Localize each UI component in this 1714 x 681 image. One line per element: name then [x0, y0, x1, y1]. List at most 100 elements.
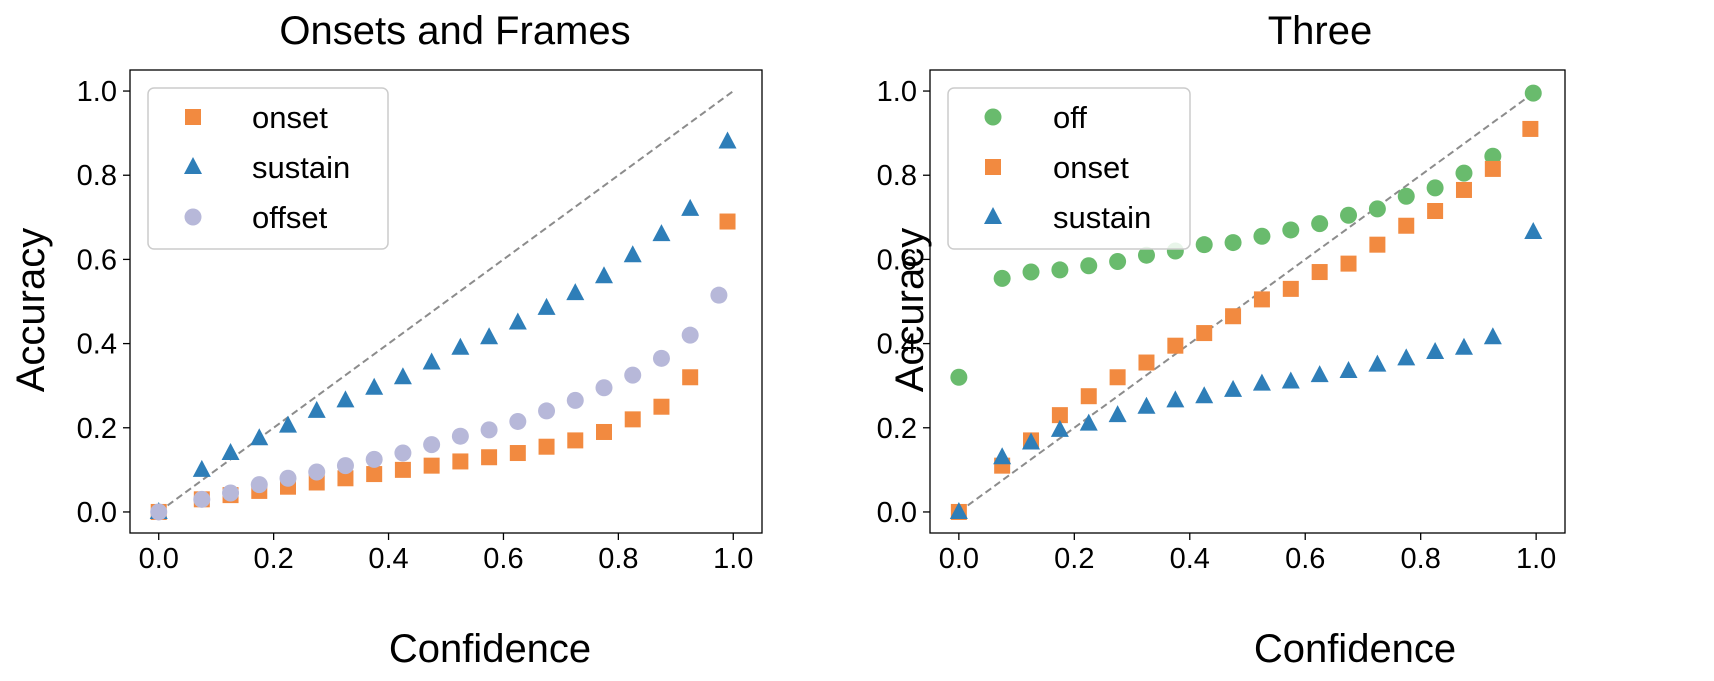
sustain-point [537, 297, 556, 315]
sustain-point [1195, 386, 1214, 404]
sustain-point [1339, 360, 1358, 378]
onset-point [481, 449, 498, 466]
sustain-point [1426, 342, 1445, 360]
onset-point [1080, 388, 1097, 405]
x-tick-label: 1.0 [713, 543, 753, 575]
sustain-point [250, 428, 269, 446]
x-axis-label: Confidence [389, 627, 591, 671]
offset-point [423, 436, 441, 454]
off-point [1051, 261, 1069, 279]
onset-point [1282, 280, 1299, 297]
legend-label-off: off [1053, 100, 1087, 135]
y-tick-label: 0.2 [877, 413, 917, 445]
offset-point [336, 457, 354, 475]
offset-point [538, 402, 556, 420]
plot-frame [929, 69, 1566, 534]
x-tick-label: 1.0 [1516, 543, 1556, 575]
sustain-point [1137, 396, 1156, 414]
offset-point [624, 366, 642, 384]
offset-point [595, 379, 613, 397]
offset-point [150, 503, 168, 521]
y-tick-label: 1.0 [77, 76, 117, 108]
data-marks [949, 84, 1543, 520]
reference-diagonal-line [158, 90, 734, 513]
x-tick-label: 0.0 [939, 543, 979, 575]
sustain-point [718, 131, 737, 149]
off-point [1253, 227, 1271, 245]
sustain-point [1022, 432, 1041, 450]
sustain-point [393, 367, 412, 385]
x-axis-label: Confidence [1254, 627, 1456, 671]
y-tick-label: 0.6 [77, 244, 117, 276]
sustain-point [1397, 348, 1416, 366]
sustain-point [1310, 365, 1329, 383]
x-tick-label: 0.2 [1054, 543, 1094, 575]
y-tick-label: 0.6 [877, 244, 917, 276]
y-tick-label: 0.4 [77, 329, 117, 361]
onset-point [1253, 291, 1270, 308]
onset-point [538, 438, 555, 455]
onset-point [1311, 264, 1328, 281]
offset-point [509, 412, 527, 430]
onset-point [1427, 203, 1444, 220]
legend-box [947, 87, 1191, 250]
legend-label-onset: onset [1053, 150, 1129, 185]
sustain-point [508, 312, 527, 330]
offset-point [710, 286, 728, 304]
sustain-point [1224, 379, 1243, 397]
onset-point [366, 466, 383, 483]
off-point [1455, 164, 1473, 182]
y-axis-label: Accuracy [888, 228, 932, 393]
legend-label-sustain: sustain [252, 150, 350, 185]
sustain-point [1252, 373, 1271, 391]
sustain-point [1166, 390, 1185, 408]
legend: onset sustain offset [147, 87, 389, 250]
sustain-point [1281, 371, 1300, 389]
sustain-point [566, 283, 585, 301]
sustain-point [192, 459, 211, 477]
legend-box [147, 87, 389, 250]
off-point [1368, 200, 1386, 218]
onset-point [1109, 369, 1126, 386]
x-tick-label: 0.6 [1285, 543, 1325, 575]
offset-point [193, 490, 211, 508]
legend-marker-onset [185, 109, 201, 125]
onset-point [624, 411, 641, 428]
axis-ticks: 0.0 0.2 0.4 0.6 0.8 1.0 0.0 0.2 0.4 0.6 0.8 1.0 [77, 76, 754, 575]
x-tick-label: 0.6 [483, 543, 523, 575]
legend-marker-sustain [184, 157, 202, 174]
offset-point [222, 484, 240, 502]
sustain-point [681, 198, 700, 216]
onset-point [1484, 160, 1501, 177]
onset-point [1225, 308, 1242, 325]
legend-marker-off [984, 108, 1002, 126]
legend-marker-sustain [984, 207, 1002, 224]
sustain-point [1079, 413, 1098, 431]
onset-point [1455, 181, 1472, 198]
offset-point [681, 326, 699, 344]
x-tick-label: 0.8 [598, 543, 638, 575]
off-point [1137, 246, 1155, 264]
onset-point [1167, 337, 1184, 354]
onset-point [509, 445, 526, 462]
sustain-point [336, 390, 355, 408]
offset-point [480, 421, 498, 439]
off-point [993, 269, 1011, 287]
off-point [1340, 206, 1358, 224]
offset-point [566, 391, 584, 409]
y-tick-label: 0.2 [77, 413, 117, 445]
sustain-point [1108, 405, 1127, 423]
off-point [1109, 253, 1127, 271]
off-point [1397, 187, 1415, 205]
y-tick-label: 0.0 [877, 497, 917, 529]
sustain-point [1368, 354, 1387, 372]
y-tick-label: 0.8 [77, 160, 117, 192]
chart-title: Three [1268, 9, 1373, 53]
onset-point [1138, 354, 1155, 371]
chart-panel-onsets-and-frames: Onsets and Frames Confidence Accuracy 0.… [9, 9, 763, 671]
sustain-point [1050, 419, 1069, 437]
offset-point [394, 444, 412, 462]
x-tick-label: 0.4 [1170, 543, 1210, 575]
x-tick-label: 0.0 [139, 543, 179, 575]
legend: off onset sustain [947, 87, 1191, 250]
